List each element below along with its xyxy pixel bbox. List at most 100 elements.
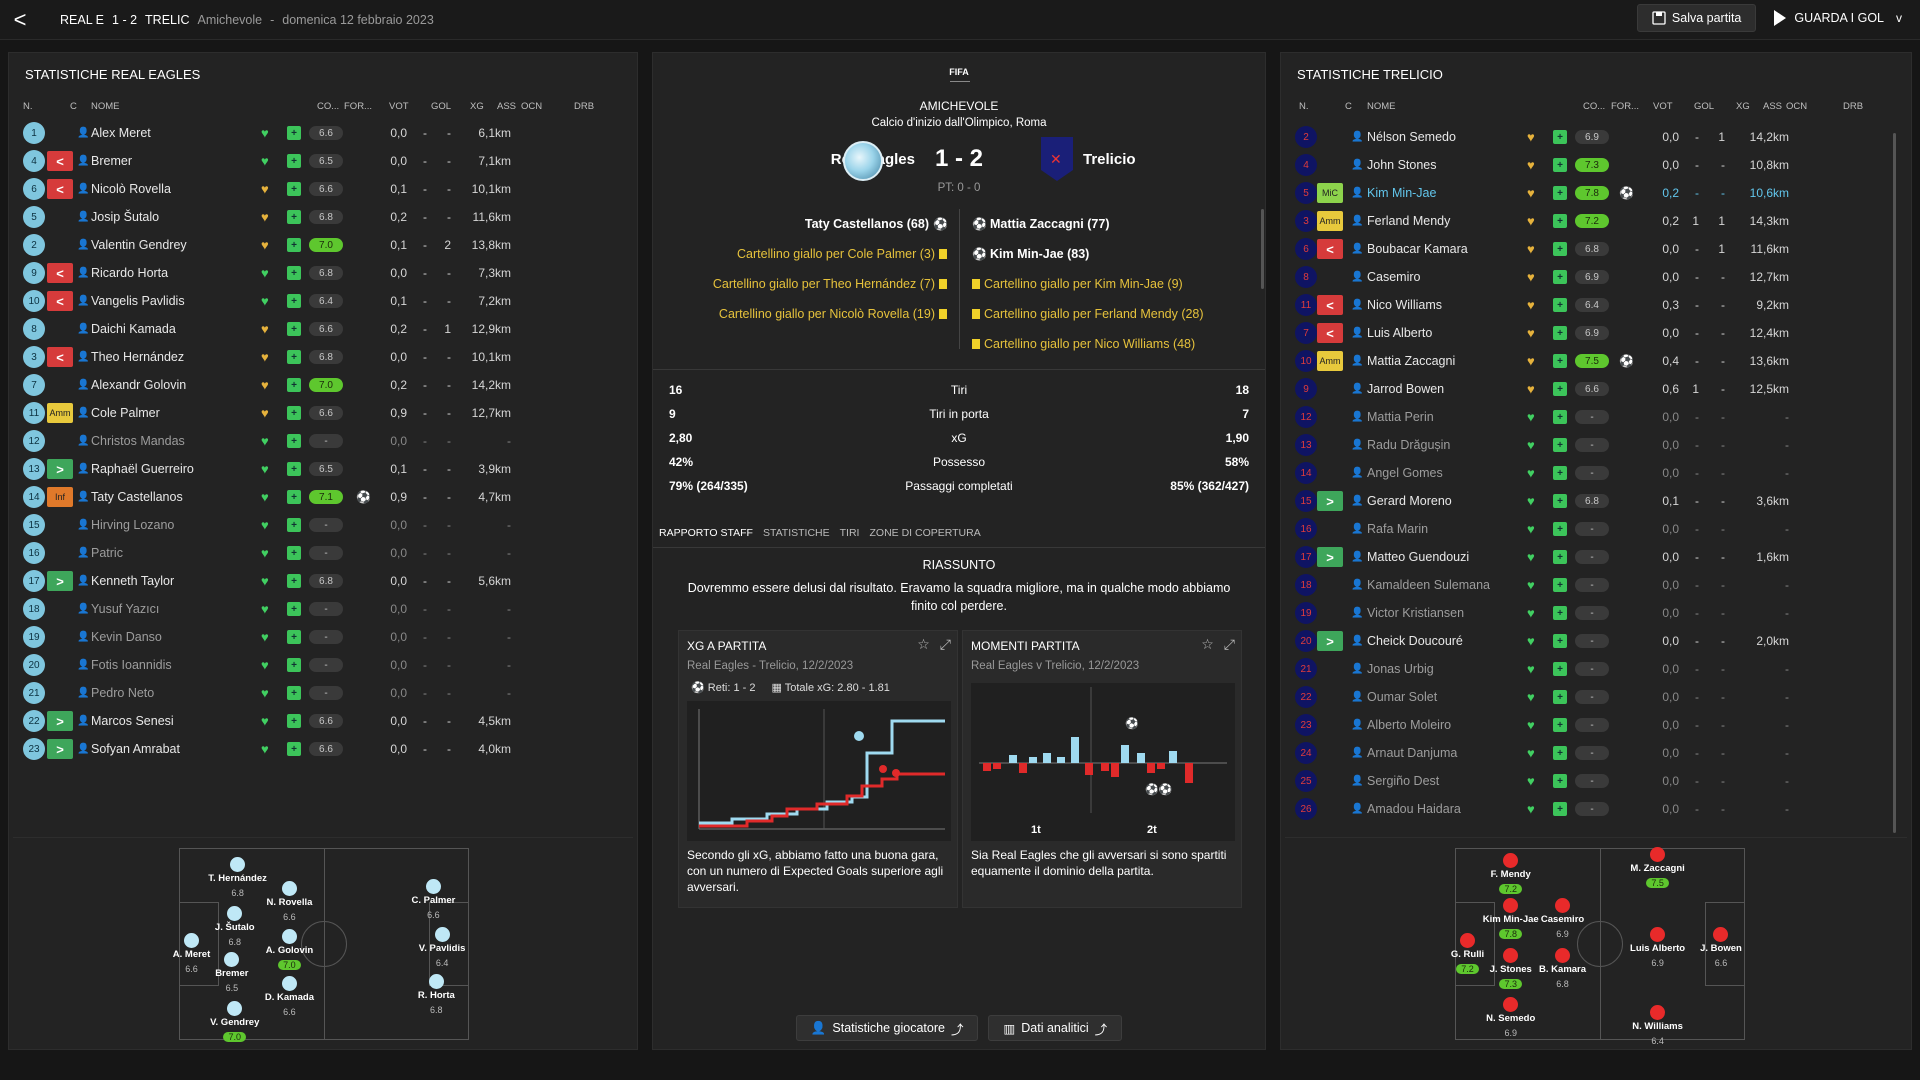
player-row[interactable]: 14 Inf 👤 Taty Castellanos ♥ +7.1 ⚽ 0,9 - - 4,7km: [9, 483, 637, 511]
player-row[interactable]: 20 👤 Fotis Ioannidis ♥ + -0,0- - -: [9, 651, 637, 679]
pitch-player-token[interactable]: V. Pavlidis 6.4: [407, 926, 477, 969]
watch-goals-button[interactable]: GUARDA I GOL v: [1766, 4, 1910, 32]
player-row[interactable]: 6 < 👤 Nicolò Rovella ♥ +6.6 0,1 - - 10,1km: [9, 175, 637, 203]
col-ocn[interactable]: OCN: [521, 101, 543, 112]
player-name[interactable]: Boubacar Kamara: [1367, 242, 1468, 256]
col-ass[interactable]: ASS: [497, 101, 517, 112]
tab-staff-report[interactable]: RAPPORTO STAFF: [659, 527, 753, 539]
col-co[interactable]: CO...: [1583, 101, 1606, 112]
player-name[interactable]: Nico Williams: [1367, 298, 1442, 312]
col-num[interactable]: N.: [23, 101, 33, 112]
player-row[interactable]: 9 👤 Jarrod Bowen ♥ +6.6 0,6 1 - 12,5km: [1281, 375, 1911, 403]
player-row[interactable]: 8 👤 Daichi Kamada ♥ +6.6 0,2 - 1 12,9km: [9, 315, 637, 343]
back-button[interactable]: <: [0, 0, 40, 40]
player-name[interactable]: Josip Šutalo: [91, 210, 160, 224]
player-name[interactable]: Ricardo Horta: [91, 266, 169, 280]
player-name[interactable]: Raphaël Guerreiro: [91, 462, 194, 476]
pitch-player-token[interactable]: N. Semedo 6.9: [1476, 997, 1546, 1039]
player-name[interactable]: Mattia Perin: [1367, 410, 1434, 424]
player-name[interactable]: Christos Mandas: [91, 434, 185, 448]
player-name[interactable]: Hirving Lozano: [91, 518, 175, 532]
player-name[interactable]: Cheick Doucouré: [1367, 634, 1463, 648]
col-name[interactable]: NOME: [91, 101, 120, 112]
player-row[interactable]: 12 👤 Mattia Perin ♥ + -0,0- - -: [1281, 403, 1911, 431]
player-name[interactable]: Amadou Haidara: [1367, 802, 1461, 816]
player-row[interactable]: 16 👤 Rafa Marin ♥ + -0,0- - -: [1281, 515, 1911, 543]
player-row[interactable]: 23 > 👤 Sofyan Amrabat ♥ +6.6 0,0 - - 4,0km: [9, 735, 637, 763]
away-team-name[interactable]: Trelicio: [1083, 151, 1136, 168]
away-list-scrollbar[interactable]: [1893, 133, 1896, 833]
player-row[interactable]: 6 < 👤 Boubacar Kamara ♥ +6.8 0,0 - 1 11,6km: [1281, 235, 1911, 263]
player-row[interactable]: 13 👤 Radu Drăgușin ♥ + -0,0- - -: [1281, 431, 1911, 459]
pitch-player-token[interactable]: Bremer 6.5: [197, 951, 267, 994]
player-name[interactable]: Patric: [91, 546, 123, 560]
player-name[interactable]: Gerard Moreno: [1367, 494, 1452, 508]
player-row[interactable]: 1 👤 Alex Meret ♥ +6.6 0,0 - - 6,1km: [9, 119, 637, 147]
col-drb[interactable]: DRB: [574, 101, 595, 112]
breadcrumb-away-team[interactable]: TRELIC: [145, 12, 190, 27]
player-name[interactable]: Radu Drăgușin: [1367, 438, 1451, 452]
col-num[interactable]: N.: [1299, 101, 1309, 112]
pitch-player-token[interactable]: G. Rulli 7.2: [1433, 932, 1503, 975]
player-name[interactable]: Ferland Mendy: [1367, 214, 1451, 228]
pitch-player-token[interactable]: F. Mendy 7.2: [1476, 852, 1546, 895]
player-row[interactable]: 10 < 👤 Vangelis Pavlidis ♥ +6.4 0,1 - - 7,2km: [9, 287, 637, 315]
col-gol[interactable]: GOL: [431, 101, 452, 112]
xg-match-card[interactable]: XG A PARTITA ☆ ⤢ Real Eagles - Trelicio, …: [678, 630, 958, 908]
pitch-player-token[interactable]: J. Bowen 6.6: [1686, 926, 1756, 969]
home-team-crest[interactable]: [843, 141, 883, 181]
player-name[interactable]: Alex Meret: [91, 126, 151, 140]
pitch-player-token[interactable]: J. Šutalo 6.8: [200, 906, 270, 948]
analytics-button[interactable]: ▥ Dati analitici ⤴: [988, 1015, 1123, 1041]
player-name[interactable]: Kamaldeen Sulemana: [1367, 578, 1490, 592]
col-co[interactable]: CO...: [317, 101, 340, 112]
player-row[interactable]: 24 👤 Arnaut Danjuma ♥ + -0,0- - -: [1281, 739, 1911, 767]
player-row[interactable]: 20 > 👤 Cheick Doucouré ♥ + -0,0- -2,0km: [1281, 627, 1911, 655]
tab-shots[interactable]: TIRI: [839, 527, 860, 539]
player-row[interactable]: 8 👤 Casemiro ♥ +6.9 0,0 - - 12,7km: [1281, 263, 1911, 291]
player-row[interactable]: 12 👤 Christos Mandas ♥ + -0,0- - -: [9, 427, 637, 455]
player-name[interactable]: Arnaut Danjuma: [1367, 746, 1458, 760]
player-name[interactable]: Yusuf Yazıcı: [91, 602, 160, 616]
pitch-player-token[interactable]: C. Palmer 6.6: [398, 879, 468, 921]
player-row[interactable]: 7 < 👤 Luis Alberto ♥ +6.9 0,0 - - 12,4km: [1281, 319, 1911, 347]
player-row[interactable]: 14 👤 Angel Gomes ♥ + -0,0- - -: [1281, 459, 1911, 487]
player-row[interactable]: 2 👤 Nélson Semedo ♥ +6.9 0,0 - 1 14,2km: [1281, 123, 1911, 151]
col-for[interactable]: FOR...: [344, 101, 372, 112]
player-name[interactable]: Cole Palmer: [91, 406, 160, 420]
col-name[interactable]: NOME: [1367, 101, 1396, 112]
player-name[interactable]: John Stones: [1367, 158, 1437, 172]
save-match-button[interactable]: Salva partita: [1636, 4, 1757, 32]
player-row[interactable]: 17 > 👤 Matteo Guendouzi ♥ + -0,0- -1,6km: [1281, 543, 1911, 571]
player-name[interactable]: Fotis Ioannidis: [91, 658, 172, 672]
player-name[interactable]: Taty Castellanos: [91, 490, 183, 504]
pitch-player-token[interactable]: V. Gendrey 7.0: [200, 1001, 270, 1043]
player-row[interactable]: 4 < 👤 Bremer ♥ +6.5 0,0 - - 7,1km: [9, 147, 637, 175]
col-gol[interactable]: GOL: [1694, 101, 1715, 112]
player-name[interactable]: Jonas Urbig: [1367, 662, 1434, 676]
col-for[interactable]: FOR...: [1611, 101, 1639, 112]
player-row[interactable]: 5 MiC 👤 Kim Min-Jae ♥ +7.8 ⚽ 0,2 - - 10,6km: [1281, 179, 1911, 207]
player-row[interactable]: 3 Amm 👤 Ferland Mendy ♥ +7.2 0,2 1 1 14,3km: [1281, 207, 1911, 235]
events-scrollbar[interactable]: [1261, 209, 1264, 289]
player-row[interactable]: 22 > 👤 Marcos Senesi ♥ +6.6 0,0 - - 4,5km: [9, 707, 637, 735]
player-row[interactable]: 10 Amm 👤 Mattia Zaccagni ♥ +7.5 ⚽ 0,4 - - 13,6km: [1281, 347, 1911, 375]
player-name[interactable]: Luis Alberto: [1367, 326, 1433, 340]
player-name[interactable]: Rafa Marin: [1367, 522, 1429, 536]
player-name[interactable]: Alberto Moleiro: [1367, 718, 1452, 732]
pitch-player-token[interactable]: N. Williams 6.4: [1623, 1004, 1693, 1047]
col-xg[interactable]: XG: [470, 101, 484, 112]
player-name[interactable]: Nicolò Rovella: [91, 182, 171, 196]
player-name[interactable]: Mattia Zaccagni: [1367, 354, 1456, 368]
col-ocn[interactable]: OCN: [1786, 101, 1808, 112]
player-row[interactable]: 16 👤 Patric ♥ + -0,0- - -: [9, 539, 637, 567]
player-row[interactable]: 2 👤 Valentin Gendrey ♥ +7.0 0,1 - 2 13,8km: [9, 231, 637, 259]
col-drb[interactable]: DRB: [1843, 101, 1864, 112]
pitch-player-token[interactable]: T. Hernández 6.8: [203, 856, 273, 899]
player-name[interactable]: Daichi Kamada: [91, 322, 176, 336]
col-c[interactable]: C: [70, 101, 77, 112]
chevron-down-icon[interactable]: v: [1896, 11, 1902, 25]
player-row[interactable]: 13 > 👤 Raphaël Guerreiro ♥ +6.5 0,1 - - 3,9km: [9, 455, 637, 483]
col-vot[interactable]: VOT: [1653, 101, 1673, 112]
player-name[interactable]: Angel Gomes: [1367, 466, 1443, 480]
